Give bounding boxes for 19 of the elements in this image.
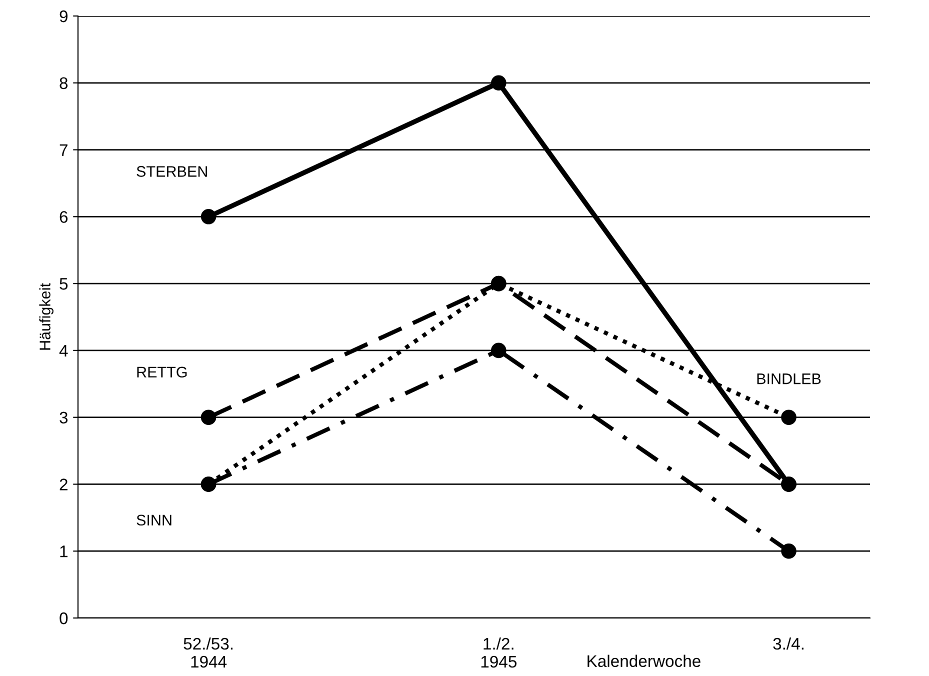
x-tick-label: 52./53. 1944 (184, 637, 233, 668)
y-tick-label: 6 (60, 211, 68, 223)
x-tick-label: 3./4. (773, 637, 804, 650)
y-tick-label: 1 (60, 546, 68, 558)
y-tick-label: 3 (60, 412, 68, 424)
y-axis-title: Häufigkeit (39, 283, 54, 350)
text: STERBEN (136, 166, 207, 177)
y-tick-label: 2 (60, 478, 68, 490)
y-tick-label: 5 (60, 278, 68, 290)
x-tick-label: 1./2. 1945 (481, 637, 516, 668)
text: SINN (136, 514, 172, 526)
x-axis-title: Kalenderwoche (588, 654, 700, 668)
text: RETTG (137, 366, 187, 378)
y-tick-label: 8 (60, 77, 68, 90)
series-label: BINDLEB (757, 374, 821, 384)
y-tick-label: 7 (60, 144, 68, 156)
y-tick-label: 0 (60, 612, 68, 624)
y-tick-label: 4 (59, 345, 68, 356)
y-tick-label: 9 (60, 10, 68, 22)
